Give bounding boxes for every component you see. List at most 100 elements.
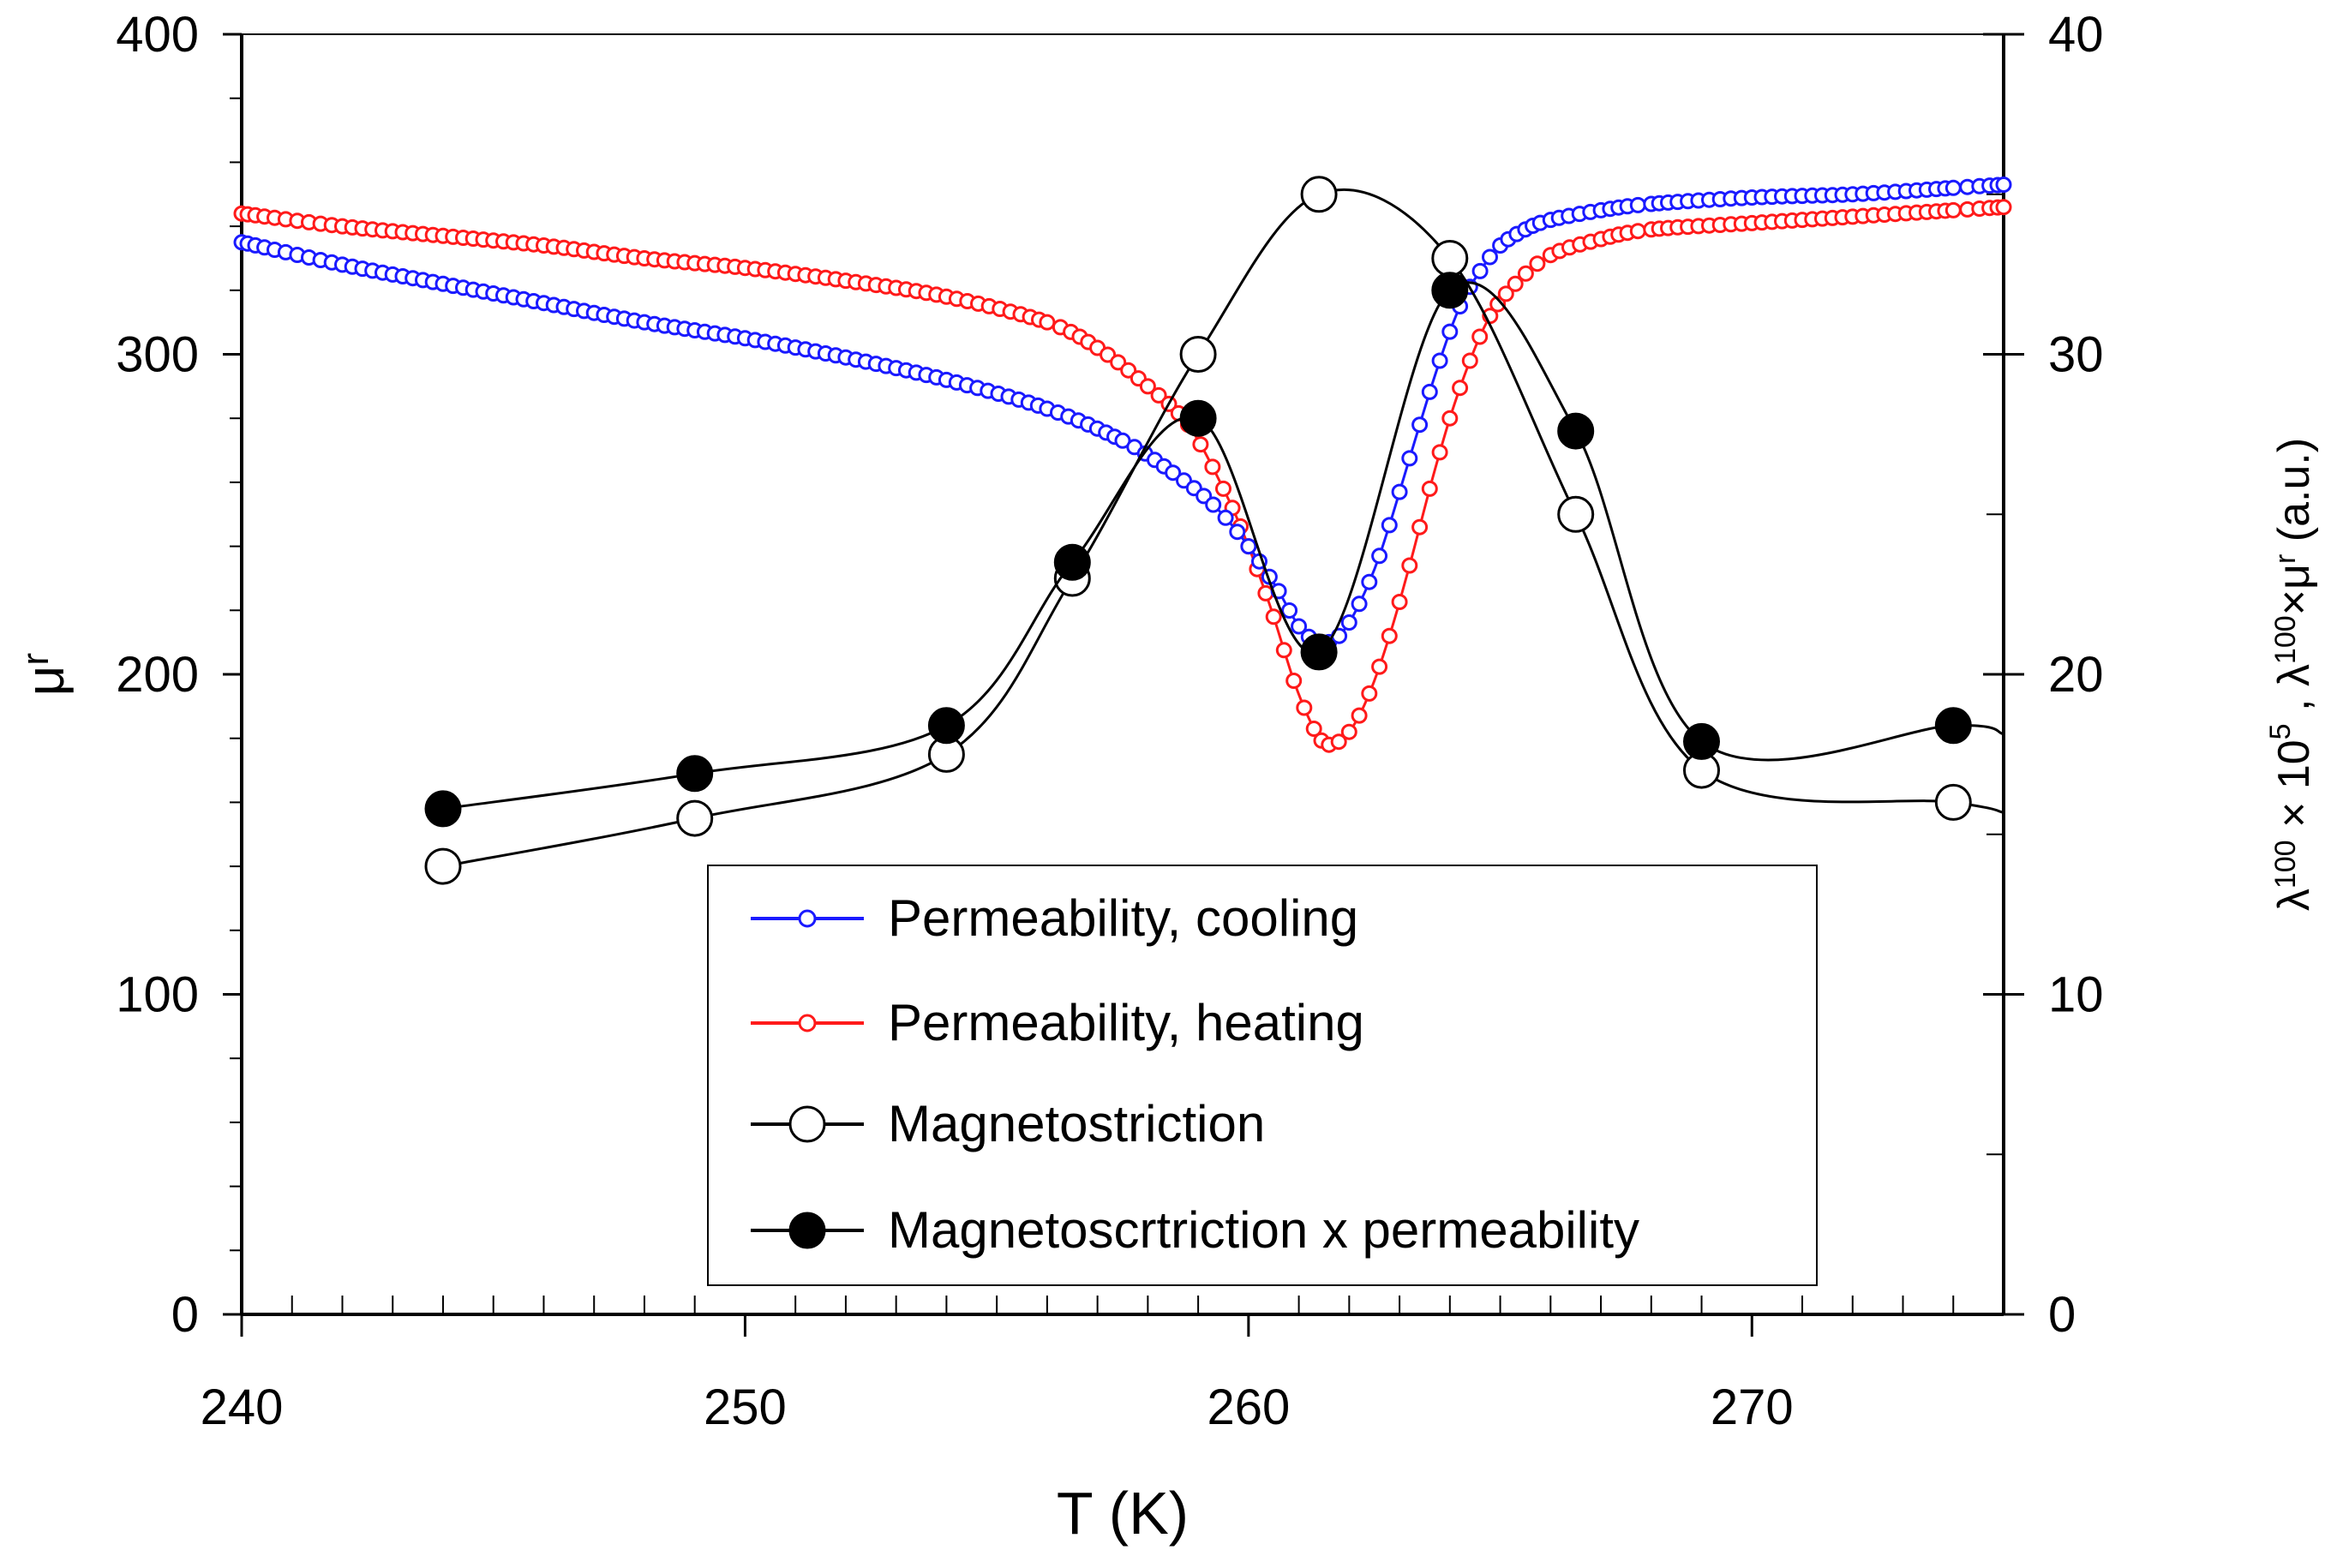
y2-label-tail: (a.u.) <box>2269 438 2319 554</box>
data-point <box>1421 480 1438 497</box>
legend: Permeability, cooling Permeability, heati… <box>707 865 1818 1286</box>
x-tick-label: 250 <box>704 1379 787 1435</box>
x-tick-label: 260 <box>1207 1379 1290 1435</box>
series-magnetostriction-x-permeability <box>424 272 2004 828</box>
data-point <box>676 755 714 793</box>
data-point <box>1411 416 1429 434</box>
y-tick-label: 100 <box>116 967 199 1023</box>
data-point <box>676 799 714 837</box>
data-point <box>1461 352 1478 369</box>
data-point <box>1165 464 1182 482</box>
y2-label-sub-1: 100 <box>2269 840 2302 889</box>
y2-tick-label: 40 <box>2048 7 2104 63</box>
y-axis-label-sub: r <box>15 653 57 666</box>
legend-label: Permeability, heating <box>888 994 1364 1051</box>
data-point <box>1192 436 1209 453</box>
data-point <box>1431 352 1448 369</box>
data-point <box>1361 573 1378 590</box>
data-point <box>1291 618 1308 635</box>
y2-label-sub-2: 100 <box>2269 615 2302 664</box>
data-point <box>1257 584 1274 601</box>
data-point <box>1296 699 1313 716</box>
data-point <box>1401 557 1418 574</box>
y2-label-times-1: × 10 <box>2269 739 2319 840</box>
data-point <box>1240 538 1257 555</box>
y2-tick-label: 0 <box>2048 1287 2076 1343</box>
legend-items: Permeability, cooling Permeability, heati… <box>751 889 1639 1259</box>
data-point <box>1340 614 1357 631</box>
data-point <box>1150 386 1167 404</box>
y-axis-label-main: μ <box>16 665 75 696</box>
data-point <box>1995 199 2012 216</box>
data-point <box>1110 354 1127 371</box>
y-axis-label: μr <box>15 653 75 696</box>
legend-item-heating: Permeability, heating <box>751 994 1364 1051</box>
legend-box <box>707 865 1818 1286</box>
legend-marker <box>788 1212 826 1249</box>
y2-tick-label: 10 <box>2048 967 2104 1023</box>
legend-label: Magnetostriction <box>888 1095 1265 1152</box>
series-layer <box>233 176 2012 885</box>
legend-label: Magnetoscrtriction x permeability <box>888 1201 1639 1259</box>
data-point <box>1139 378 1156 395</box>
data-point <box>1205 496 1222 513</box>
data-point <box>1265 608 1282 625</box>
data-point <box>1431 444 1448 461</box>
data-point <box>1683 722 1720 760</box>
x-axis-label: T (K) <box>1057 1480 1189 1547</box>
data-point <box>424 847 462 885</box>
legend-marker <box>798 1014 817 1032</box>
data-point <box>1381 627 1398 644</box>
x-tick-label: 270 <box>1711 1379 1794 1435</box>
plot-area: 240 250 260 270 0 100 200 300 400 0 10 20 30 40 <box>116 7 2103 1435</box>
data-point <box>1179 399 1217 437</box>
data-point <box>1361 685 1378 702</box>
data-point <box>1629 223 1646 240</box>
data-point <box>1391 483 1408 500</box>
data-point <box>1934 783 1972 821</box>
data-point <box>424 790 462 828</box>
data-point <box>1401 450 1418 467</box>
data-point <box>1053 543 1091 581</box>
data-point <box>1629 196 1646 213</box>
y-tick-label: 400 <box>116 7 199 63</box>
data-point <box>1482 248 1498 266</box>
data-point <box>1371 658 1388 675</box>
legend-item-magnetostriction: Magnetostriction <box>751 1095 1265 1152</box>
data-point <box>1391 594 1408 610</box>
data-point <box>1371 548 1388 565</box>
data-point <box>1497 285 1514 302</box>
y2-label-times-2: ×μ <box>2269 564 2319 615</box>
legend-label: Permeability, cooling <box>888 889 1358 947</box>
data-point <box>1039 314 1056 331</box>
data-point <box>1431 240 1469 277</box>
data-point <box>927 707 965 745</box>
data-point <box>1179 336 1217 373</box>
y2-label-sub-3: r <box>2269 554 2302 564</box>
y-tick-label: 200 <box>116 647 199 703</box>
data-point <box>1381 517 1398 534</box>
data-point <box>1285 673 1303 689</box>
data-point <box>1517 265 1534 282</box>
series-magnetostriction <box>424 176 2004 885</box>
data-point <box>1305 721 1322 737</box>
data-point <box>1944 201 1962 218</box>
tick-labels: 240 250 260 270 0 100 200 300 400 0 10 20 30 40 <box>116 7 2103 1435</box>
data-point <box>1431 272 1469 309</box>
axis-ticks <box>223 33 2024 1337</box>
series-permeability-cooling <box>233 177 2012 651</box>
data-point <box>1471 328 1489 345</box>
data-point <box>1441 410 1459 427</box>
data-point <box>1557 495 1595 533</box>
data-point <box>1330 733 1347 751</box>
data-point <box>1215 480 1231 497</box>
data-point <box>1421 383 1438 400</box>
data-point <box>1995 177 2012 193</box>
legend-item-magnetostriction-x-permeability: Magnetoscrtriction x permeability <box>751 1201 1639 1259</box>
data-point <box>1300 633 1338 671</box>
y-tick-label: 300 <box>116 327 199 383</box>
data-point <box>1217 509 1234 526</box>
data-point <box>1229 524 1246 541</box>
